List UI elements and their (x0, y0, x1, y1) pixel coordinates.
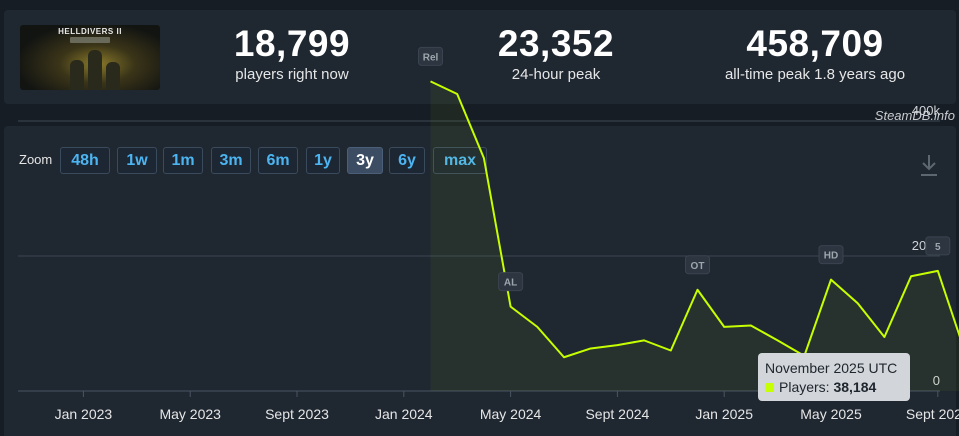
zoom-button-3m[interactable]: 3m (211, 147, 251, 174)
x-axis-tick-label: May 2023 (159, 406, 221, 422)
y-axis-tick-label: 0 (933, 373, 940, 388)
annotation-label: OT (691, 261, 705, 272)
zoom-button-1m[interactable]: 1m (163, 147, 203, 174)
peak-24h-label: 24-hour peak (511, 66, 601, 83)
annotation-label: 5 (935, 242, 941, 253)
series-color-swatch (765, 383, 774, 392)
series-area (430, 81, 959, 391)
steamdb-credit-link[interactable]: SteamDB.info (874, 108, 955, 123)
game-art-figure (70, 60, 84, 90)
zoom-button-1w[interactable]: 1w (117, 147, 157, 174)
zoom-button-max[interactable]: max (433, 147, 487, 174)
stat-24h-peak: 23,352 24-hour peak (458, 23, 654, 84)
zoom-button-6m[interactable]: 6m (258, 147, 298, 174)
game-art-figure (106, 62, 120, 90)
annotation-label: Rel (423, 52, 439, 63)
annotation-label: HD (824, 251, 838, 262)
chart-tooltip: November 2025 UTC Players: 38,184 (758, 353, 910, 401)
game-logo-text: HELLDIVERS II (58, 27, 122, 36)
x-axis-tick-label: Jan 2025 (695, 406, 753, 422)
x-axis-tick-label: Jan 2023 (55, 406, 113, 422)
download-icon[interactable] (919, 153, 939, 177)
players-now-label: players right now (235, 66, 349, 83)
peak-24h-value: 23,352 (497, 23, 615, 64)
x-axis-tick-label: May 2024 (480, 406, 542, 422)
x-axis-tick-label: Jan 2024 (375, 406, 433, 422)
all-time-label: all-time peak 1.8 years ago (724, 66, 906, 83)
zoom-button-3y[interactable]: 3y (347, 147, 383, 174)
zoom-button-1y[interactable]: 1y (306, 147, 340, 174)
tooltip-series-value: 38,184 (833, 379, 877, 395)
all-time-value: 458,709 (746, 23, 884, 64)
annotation-label: AL (504, 278, 517, 289)
stat-all-time-peak: 458,709 all-time peak 1.8 years ago (704, 23, 926, 84)
x-axis-tick-label: Sept 2023 (265, 406, 329, 422)
stat-players-now: 18,799 players right now (194, 23, 390, 84)
x-axis-tick-label: Sept 2024 (585, 406, 649, 422)
x-axis-tick-label: May 2025 (800, 406, 862, 422)
stats-header: HELLDIVERS II 18,799 players right now 2… (4, 10, 956, 104)
annotation-flag (925, 236, 951, 256)
tooltip-title: November 2025 UTC (765, 360, 898, 376)
series-line (430, 80, 959, 359)
y-axis-tick-label: 400k (912, 103, 941, 118)
game-cover-image[interactable]: HELLDIVERS II (20, 25, 160, 90)
zoom-label: Zoom (19, 152, 53, 167)
annotation-flag (818, 245, 844, 265)
annotation-flag (498, 272, 524, 292)
tooltip-series-label: Players: (779, 379, 830, 395)
annotation-flag (418, 46, 443, 66)
tooltip-series: Players: 38,184 (765, 378, 910, 396)
players-now-value: 18,799 (233, 23, 351, 64)
game-logo-subbar (70, 37, 110, 43)
annotation-flag (685, 255, 710, 275)
zoom-button-48h[interactable]: 48h (60, 147, 110, 174)
x-axis-tick-label: Sept 2025 (906, 406, 959, 422)
zoom-button-6y[interactable]: 6y (389, 147, 425, 174)
game-art-figure (88, 50, 102, 90)
